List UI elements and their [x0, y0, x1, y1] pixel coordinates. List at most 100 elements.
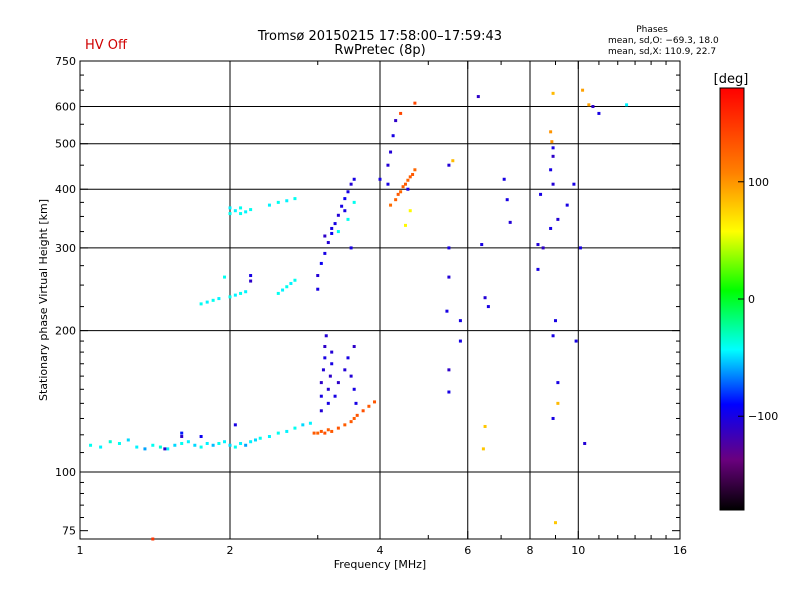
- data-point: [406, 187, 410, 191]
- data-point: [330, 350, 334, 354]
- data-point: [276, 291, 280, 295]
- data-point: [126, 438, 130, 442]
- data-point: [249, 208, 253, 212]
- data-point: [553, 319, 557, 323]
- data-point: [625, 103, 629, 107]
- data-point: [480, 243, 484, 247]
- data-point: [89, 443, 93, 447]
- data-point: [117, 441, 121, 445]
- y-tick-label: 200: [55, 325, 76, 338]
- data-point: [308, 421, 312, 425]
- data-point: [328, 374, 332, 378]
- data-point: [447, 390, 451, 394]
- data-point: [367, 404, 371, 408]
- data-point: [319, 429, 323, 433]
- data-point: [413, 101, 417, 105]
- data-point: [352, 200, 356, 204]
- data-point: [223, 275, 227, 279]
- data-point: [330, 362, 334, 366]
- data-point: [508, 220, 512, 224]
- data-point: [323, 345, 327, 349]
- data-point: [551, 334, 555, 338]
- data-point: [326, 387, 330, 391]
- y-tick-label: 750: [55, 55, 76, 68]
- colorbar-tick-label: 0: [748, 293, 755, 306]
- data-point: [205, 441, 209, 445]
- data-point: [551, 416, 555, 420]
- data-point: [233, 423, 237, 427]
- x-axis-label: Frequency [MHz]: [334, 558, 426, 571]
- y-tick-label: 600: [55, 101, 76, 114]
- data-point: [551, 182, 555, 186]
- data-point: [285, 285, 289, 289]
- data-point: [158, 445, 162, 449]
- data-point: [556, 217, 560, 221]
- data-point: [108, 440, 112, 444]
- data-point: [550, 140, 554, 144]
- data-point: [276, 200, 280, 204]
- data-point: [349, 420, 353, 424]
- data-point: [319, 409, 323, 413]
- data-point: [285, 429, 289, 433]
- data-point: [336, 213, 340, 217]
- data-point: [244, 290, 248, 294]
- data-point: [587, 103, 591, 107]
- data-point: [333, 394, 337, 398]
- data-point: [408, 175, 412, 179]
- data-point: [349, 374, 353, 378]
- data-point: [326, 241, 330, 245]
- data-point: [99, 445, 103, 449]
- data-point: [343, 423, 347, 427]
- data-point: [316, 274, 320, 278]
- data-point: [458, 319, 462, 323]
- data-point: [378, 177, 382, 181]
- y-axis-label: Stationary phase Virtual Height [km]: [37, 199, 50, 401]
- data-point: [180, 431, 184, 435]
- data-point: [321, 368, 325, 372]
- data-point: [205, 300, 209, 304]
- x-tick-label: 16: [673, 544, 687, 557]
- data-point: [199, 445, 203, 449]
- data-point: [249, 440, 253, 444]
- y-tick-label: 400: [55, 183, 76, 196]
- data-point: [253, 438, 257, 442]
- data-point: [574, 339, 578, 343]
- grid: [80, 61, 680, 539]
- data-point: [316, 431, 320, 435]
- data-point: [386, 182, 390, 186]
- data-point: [447, 163, 451, 167]
- data-point: [394, 119, 398, 123]
- data-point: [445, 309, 449, 313]
- data-point: [476, 95, 480, 99]
- data-point: [349, 182, 353, 186]
- data-point: [180, 441, 184, 445]
- data-point: [244, 210, 248, 214]
- data-point: [233, 209, 237, 213]
- data-point: [583, 441, 587, 445]
- data-point: [551, 154, 555, 158]
- data-point: [151, 537, 155, 541]
- data-point: [447, 275, 451, 279]
- data-point: [239, 206, 243, 210]
- data-point: [319, 381, 323, 385]
- data-point: [143, 447, 147, 451]
- data-point: [326, 428, 330, 432]
- data-point: [355, 413, 359, 417]
- data-point: [293, 197, 297, 201]
- data-point: [399, 111, 403, 115]
- data-point: [228, 212, 232, 216]
- data-point: [549, 130, 553, 134]
- data-point: [361, 409, 365, 413]
- data-point: [293, 278, 297, 282]
- data-point: [597, 111, 601, 115]
- data-point: [223, 440, 227, 444]
- chart-title: Tromsø 20150215 17:58:00–17:59:43: [257, 29, 502, 44]
- data-point: [413, 168, 417, 172]
- data-point: [581, 88, 585, 92]
- data-point: [406, 178, 410, 182]
- data-point: [346, 190, 350, 194]
- y-tick-label: 75: [62, 525, 76, 538]
- data-point: [486, 305, 490, 309]
- data-point: [217, 441, 221, 445]
